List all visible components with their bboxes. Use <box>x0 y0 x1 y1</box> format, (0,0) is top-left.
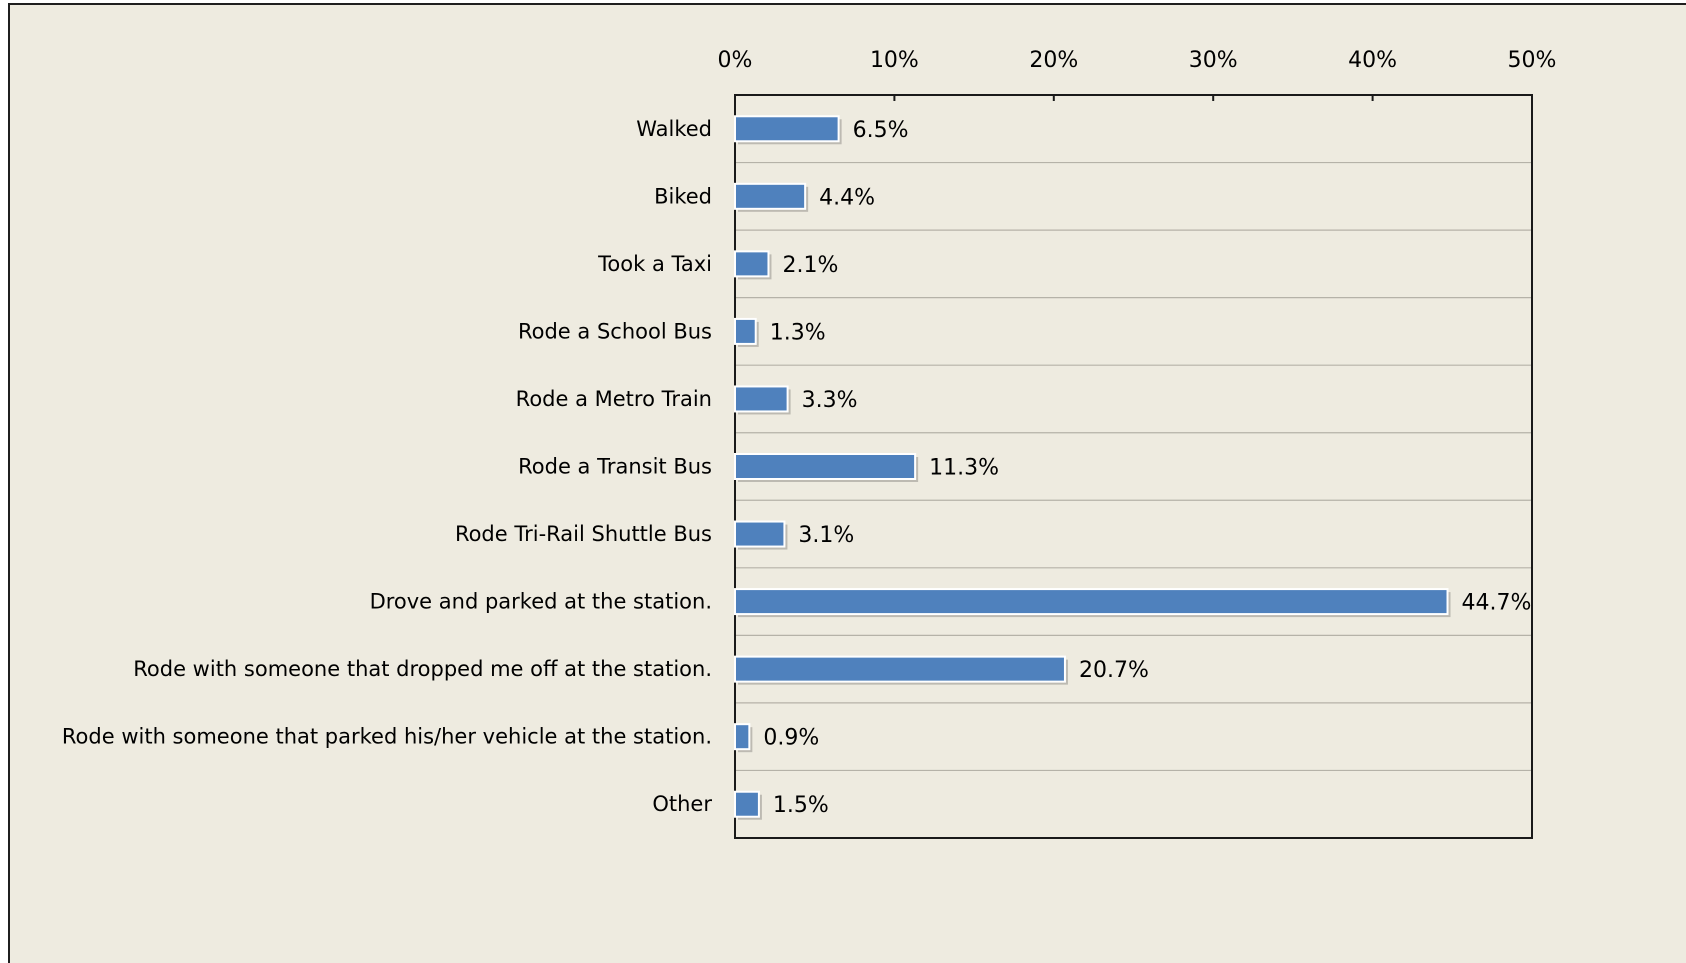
x-tick-label: 30% <box>1189 48 1238 73</box>
bar <box>734 588 1449 616</box>
category-label: Rode a School Bus <box>518 319 712 343</box>
data-label: 1.5% <box>773 793 829 818</box>
data-label: 6.5% <box>853 118 909 143</box>
data-label: 1.3% <box>770 320 826 345</box>
category-label: Rode with someone that dropped me off at… <box>133 657 712 681</box>
category-label: Rode Tri-Rail Shuttle Bus <box>455 522 712 546</box>
category-label: Other <box>652 792 712 816</box>
x-tick-label: 40% <box>1348 48 1397 73</box>
category-label: Took a Taxi <box>597 252 712 276</box>
x-tick-label: 20% <box>1029 48 1078 73</box>
data-label: 0.9% <box>763 726 819 751</box>
category-label: Rode a Transit Bus <box>518 455 712 479</box>
bar <box>734 115 840 143</box>
bar-chart: 0% 10% 20% 30% 40% 50% Walked 6.5% Biked 4.4% Took… <box>62 48 1557 839</box>
bar <box>734 453 917 480</box>
bar <box>734 385 789 413</box>
data-label: 11.3% <box>929 456 999 481</box>
chart-frame: 0% 10% 20% 30% 40% 50% Walked 6.5% Biked 4.4% Took… <box>8 3 1686 963</box>
data-label: 2.1% <box>782 253 838 278</box>
x-tick-label: 10% <box>870 48 919 73</box>
data-label: 20.7% <box>1079 658 1149 683</box>
category-label: Drove and parked at the station. <box>370 590 712 614</box>
x-tick-label: 0% <box>718 48 753 73</box>
category-label: Rode a Metro Train <box>516 387 712 411</box>
data-label: 44.7% <box>1462 591 1532 616</box>
bar <box>734 655 1066 683</box>
category-label: Walked <box>636 117 712 141</box>
data-label: 3.1% <box>798 523 854 548</box>
bar <box>734 723 751 751</box>
bar <box>734 317 757 345</box>
bar <box>734 182 807 210</box>
x-tick-label: 50% <box>1508 48 1557 73</box>
category-label: Biked <box>654 184 712 208</box>
bar <box>734 790 760 818</box>
bar <box>734 520 786 548</box>
bar <box>734 250 770 278</box>
data-label: 3.3% <box>802 388 858 413</box>
category-label: Rode with someone that parked his/her ve… <box>62 725 712 749</box>
data-label: 4.4% <box>819 185 875 210</box>
